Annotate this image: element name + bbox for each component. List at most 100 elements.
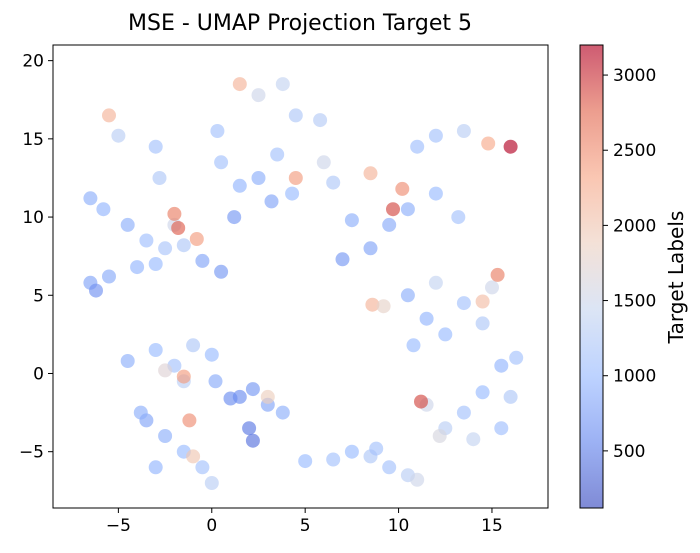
data-point bbox=[111, 128, 126, 143]
colorbar-tick-label: 500 bbox=[613, 442, 645, 462]
data-point bbox=[148, 460, 163, 475]
data-point bbox=[456, 124, 471, 138]
data-point bbox=[456, 405, 471, 420]
data-point bbox=[288, 171, 303, 185]
data-point bbox=[214, 264, 229, 279]
data-point bbox=[242, 421, 257, 436]
data-point bbox=[428, 128, 443, 143]
data-point bbox=[232, 77, 247, 92]
data-point bbox=[148, 257, 163, 271]
data-point bbox=[298, 454, 313, 469]
data-point bbox=[120, 354, 135, 368]
data-point bbox=[313, 113, 328, 128]
data-point bbox=[335, 252, 350, 267]
cluster-upper-left bbox=[83, 108, 229, 298]
data-point bbox=[509, 350, 524, 365]
data-point bbox=[400, 288, 415, 303]
data-point bbox=[227, 210, 242, 225]
y-tick-label: 5 bbox=[33, 286, 44, 306]
data-point bbox=[410, 139, 425, 154]
cluster-bottom-middle bbox=[298, 441, 425, 487]
data-point bbox=[451, 210, 466, 225]
data-point bbox=[232, 178, 247, 193]
data-point bbox=[210, 124, 225, 138]
data-point bbox=[438, 327, 453, 342]
data-point bbox=[365, 297, 380, 312]
data-point bbox=[344, 213, 359, 228]
x-tick-label: 5 bbox=[300, 516, 311, 536]
data-point bbox=[171, 221, 186, 235]
data-point bbox=[83, 191, 98, 206]
data-point bbox=[102, 108, 116, 123]
data-point bbox=[503, 389, 518, 404]
x-tick-label: 0 bbox=[206, 516, 217, 536]
data-point bbox=[89, 283, 103, 298]
y-axis: −5 0 5 10 15 20 bbox=[19, 52, 53, 463]
y-tick-label: −5 bbox=[19, 443, 44, 463]
data-point bbox=[158, 363, 173, 378]
colorbar-tick-label: 2000 bbox=[613, 216, 656, 236]
colorbar bbox=[579, 44, 604, 509]
data-point bbox=[148, 139, 163, 154]
data-point bbox=[251, 88, 266, 103]
data-point bbox=[133, 405, 148, 420]
data-point bbox=[363, 166, 378, 181]
colorbar-tick-label: 1500 bbox=[613, 292, 656, 312]
data-point bbox=[130, 260, 145, 275]
colorbar-label: Target Labels bbox=[664, 211, 688, 345]
scatter-points bbox=[83, 77, 524, 490]
data-point bbox=[414, 394, 428, 409]
y-tick-label: 10 bbox=[22, 208, 44, 228]
data-point bbox=[189, 232, 204, 246]
data-point bbox=[152, 171, 167, 185]
data-point bbox=[419, 311, 434, 326]
cluster-lower-left bbox=[120, 338, 223, 490]
data-point bbox=[481, 136, 496, 151]
data-point bbox=[326, 452, 341, 467]
data-point bbox=[316, 155, 331, 170]
colorbar-tick-label: 3000 bbox=[613, 66, 656, 86]
data-point bbox=[176, 369, 191, 384]
data-point bbox=[270, 147, 285, 162]
data-point bbox=[382, 217, 397, 232]
data-point bbox=[176, 238, 191, 253]
colorbar-axis: 500 1000 1500 2000 2500 3000 bbox=[603, 66, 656, 462]
data-point bbox=[204, 476, 219, 490]
data-point bbox=[485, 280, 499, 295]
data-point bbox=[186, 449, 201, 464]
data-point bbox=[475, 385, 490, 400]
data-point bbox=[223, 391, 238, 406]
data-point bbox=[428, 275, 443, 290]
data-point bbox=[376, 299, 391, 314]
data-point bbox=[363, 241, 378, 256]
data-point bbox=[260, 389, 275, 404]
data-point bbox=[275, 405, 290, 420]
data-point bbox=[395, 181, 410, 196]
data-point bbox=[288, 108, 303, 123]
data-point bbox=[158, 429, 173, 443]
data-point bbox=[382, 460, 397, 475]
data-point bbox=[503, 139, 518, 154]
colorbar-tick-label: 1000 bbox=[613, 367, 656, 387]
cluster-upper-middle bbox=[210, 77, 328, 225]
y-tick-label: 20 bbox=[22, 52, 44, 72]
data-point bbox=[386, 202, 400, 217]
data-point bbox=[195, 460, 210, 475]
data-point bbox=[96, 202, 111, 217]
data-point bbox=[186, 338, 201, 353]
data-point bbox=[167, 206, 182, 221]
data-point bbox=[432, 429, 447, 443]
cluster-lower-right bbox=[414, 350, 524, 447]
data-point bbox=[410, 472, 425, 487]
data-point bbox=[285, 186, 300, 201]
data-point bbox=[456, 296, 471, 311]
data-point bbox=[120, 217, 135, 232]
data-point bbox=[400, 202, 415, 217]
plot-frame bbox=[52, 44, 549, 509]
data-point bbox=[251, 171, 266, 185]
data-point bbox=[428, 186, 443, 201]
x-tick-label: 15 bbox=[481, 516, 503, 536]
data-point bbox=[490, 267, 505, 282]
data-point bbox=[148, 343, 163, 357]
